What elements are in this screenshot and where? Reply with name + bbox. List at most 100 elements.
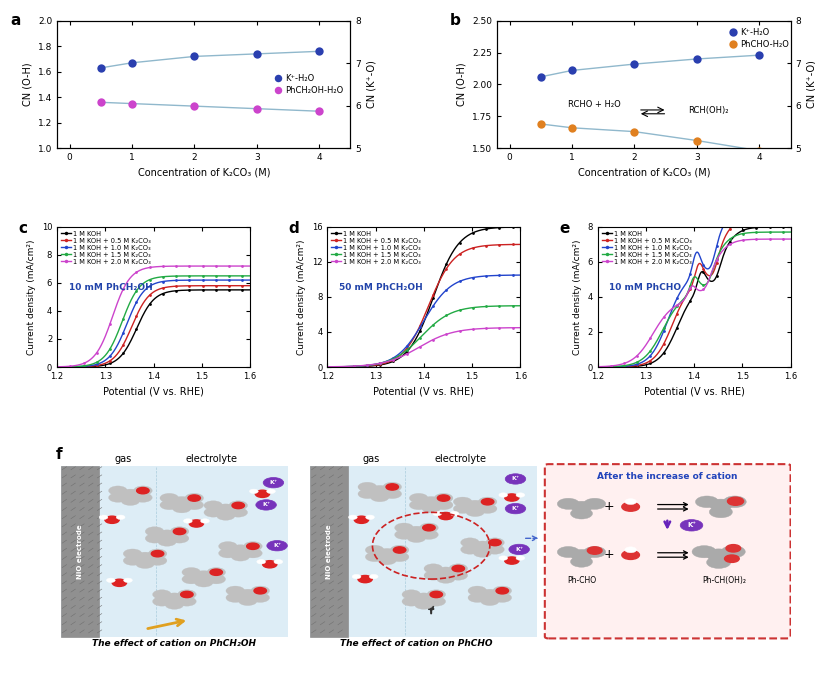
Circle shape (249, 489, 258, 493)
Circle shape (117, 515, 125, 520)
Circle shape (516, 493, 525, 498)
Circle shape (158, 537, 176, 547)
Circle shape (152, 551, 164, 557)
Text: NiO electrode: NiO electrode (77, 524, 83, 578)
Y-axis label: Current density (mA/cm²): Current density (mA/cm²) (297, 239, 306, 354)
Circle shape (481, 596, 499, 605)
Y-axis label: Current density (mA/cm²): Current density (mA/cm²) (573, 239, 582, 354)
Circle shape (570, 549, 593, 560)
Y-axis label: CN (O-H): CN (O-H) (456, 63, 467, 106)
Circle shape (371, 485, 389, 495)
Circle shape (434, 493, 453, 503)
Circle shape (415, 600, 433, 609)
Legend: 1 M KOH, 1 M KOH + 0.5 M K₂CO₃, 1 M KOH + 1.0 M K₂CO₃, 1 M KOH + 1.5 M K₂CO₃, 1 : 1 M KOH, 1 M KOH + 0.5 M K₂CO₃, 1 M KOH … (60, 230, 152, 265)
Circle shape (263, 477, 284, 488)
Circle shape (386, 484, 399, 490)
Circle shape (383, 489, 402, 499)
Circle shape (505, 504, 526, 514)
Circle shape (625, 547, 637, 553)
Circle shape (244, 549, 262, 558)
K⁺-H₂O (252, 50, 262, 58)
Text: 50 mM PhCH₂OH: 50 mM PhCH₂OH (339, 283, 423, 292)
Circle shape (474, 541, 491, 551)
Circle shape (493, 593, 512, 603)
Circle shape (478, 497, 497, 507)
Circle shape (493, 586, 512, 596)
Circle shape (430, 591, 443, 598)
K⁺-H₂O (127, 59, 137, 67)
Circle shape (218, 542, 237, 551)
Circle shape (254, 587, 267, 594)
Text: gas: gas (114, 454, 132, 464)
Circle shape (504, 494, 519, 501)
Circle shape (112, 579, 126, 587)
Circle shape (460, 545, 479, 554)
Circle shape (185, 500, 204, 510)
Circle shape (427, 597, 446, 606)
Circle shape (570, 501, 593, 512)
Circle shape (584, 547, 606, 558)
Circle shape (420, 523, 438, 533)
Circle shape (437, 574, 455, 583)
Circle shape (450, 511, 459, 515)
Circle shape (231, 551, 249, 561)
Circle shape (378, 556, 396, 565)
Circle shape (124, 578, 132, 583)
PhCH₂OH-H₂O (96, 98, 106, 106)
Text: Ph-CH(OH)₂: Ph-CH(OH)₂ (703, 576, 747, 585)
Circle shape (99, 515, 108, 520)
Circle shape (721, 546, 745, 558)
Circle shape (262, 560, 277, 568)
Circle shape (152, 597, 171, 606)
Text: The effect of cation on PhCHO: The effect of cation on PhCHO (340, 639, 493, 648)
Circle shape (438, 495, 450, 501)
Circle shape (390, 552, 409, 562)
Circle shape (588, 547, 602, 554)
Circle shape (394, 547, 406, 553)
Text: f: f (55, 448, 62, 462)
Circle shape (200, 519, 209, 523)
Text: 10 mM PhCHO: 10 mM PhCHO (609, 283, 681, 292)
Circle shape (170, 533, 189, 543)
PhCHO-H₂O (692, 136, 702, 144)
Circle shape (584, 498, 606, 509)
Circle shape (496, 587, 509, 594)
Circle shape (108, 486, 127, 495)
Circle shape (438, 513, 453, 520)
Circle shape (210, 569, 222, 576)
Circle shape (204, 501, 222, 510)
Circle shape (145, 533, 164, 543)
Circle shape (453, 504, 472, 513)
Circle shape (355, 516, 368, 523)
Circle shape (486, 538, 504, 547)
Text: c: c (19, 221, 28, 236)
X-axis label: Concentration of K₂CO₃ (M): Concentration of K₂CO₃ (M) (578, 168, 710, 178)
Text: +: + (603, 500, 614, 513)
Circle shape (466, 500, 484, 510)
Circle shape (707, 556, 731, 569)
Legend: 1 M KOH, 1 M KOH + 0.5 M K₂CO₃, 1 M KOH + 1.0 M K₂CO₃, 1 M KOH + 1.5 M K₂CO₃, 1 : 1 M KOH, 1 M KOH + 0.5 M K₂CO₃, 1 M KOH … (601, 230, 692, 265)
Circle shape (173, 504, 191, 513)
Circle shape (424, 564, 443, 574)
Circle shape (728, 497, 743, 505)
Circle shape (366, 515, 374, 520)
Circle shape (390, 545, 409, 555)
Circle shape (136, 552, 154, 562)
Circle shape (453, 497, 472, 507)
Text: NiO electrode: NiO electrode (326, 524, 333, 578)
Circle shape (189, 520, 204, 527)
Circle shape (349, 515, 357, 520)
Circle shape (257, 560, 266, 564)
Circle shape (183, 519, 192, 523)
Circle shape (516, 556, 525, 560)
Circle shape (204, 508, 222, 517)
Text: 10 mM PhCH₂OH: 10 mM PhCH₂OH (68, 283, 152, 292)
Text: electrolyte: electrolyte (434, 454, 487, 464)
K⁺-H₂O (567, 66, 577, 75)
K⁺-H₂O (755, 51, 764, 59)
PhCHO-H₂O (567, 124, 577, 132)
Circle shape (145, 527, 164, 536)
Text: d: d (289, 221, 299, 236)
Circle shape (505, 474, 526, 484)
Circle shape (692, 546, 716, 558)
